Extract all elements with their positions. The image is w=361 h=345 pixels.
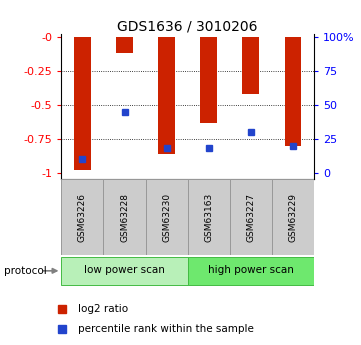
Text: GSM63163: GSM63163	[204, 193, 213, 242]
Text: high power scan: high power scan	[208, 265, 294, 275]
Title: GDS1636 / 3010206: GDS1636 / 3010206	[117, 19, 258, 33]
Bar	[61, 179, 104, 255]
Bar	[230, 179, 272, 255]
Bar	[145, 179, 188, 255]
Bar	[116, 37, 133, 53]
Text: GSM63226: GSM63226	[78, 193, 87, 242]
Bar	[243, 37, 259, 94]
Text: GSM63227: GSM63227	[247, 193, 255, 242]
Bar	[158, 37, 175, 154]
Text: GSM63228: GSM63228	[120, 193, 129, 242]
Text: low power scan: low power scan	[84, 265, 165, 275]
Text: protocol: protocol	[4, 266, 46, 276]
Text: percentile rank within the sample: percentile rank within the sample	[78, 324, 253, 334]
Bar	[61, 257, 188, 285]
Bar	[272, 179, 314, 255]
Bar	[200, 37, 217, 122]
Bar	[284, 37, 301, 146]
Text: log2 ratio: log2 ratio	[78, 304, 128, 314]
Text: GSM63229: GSM63229	[288, 193, 297, 242]
Bar	[188, 179, 230, 255]
Text: GSM63230: GSM63230	[162, 193, 171, 242]
Bar	[104, 179, 145, 255]
Bar	[74, 37, 91, 170]
Bar	[188, 257, 314, 285]
